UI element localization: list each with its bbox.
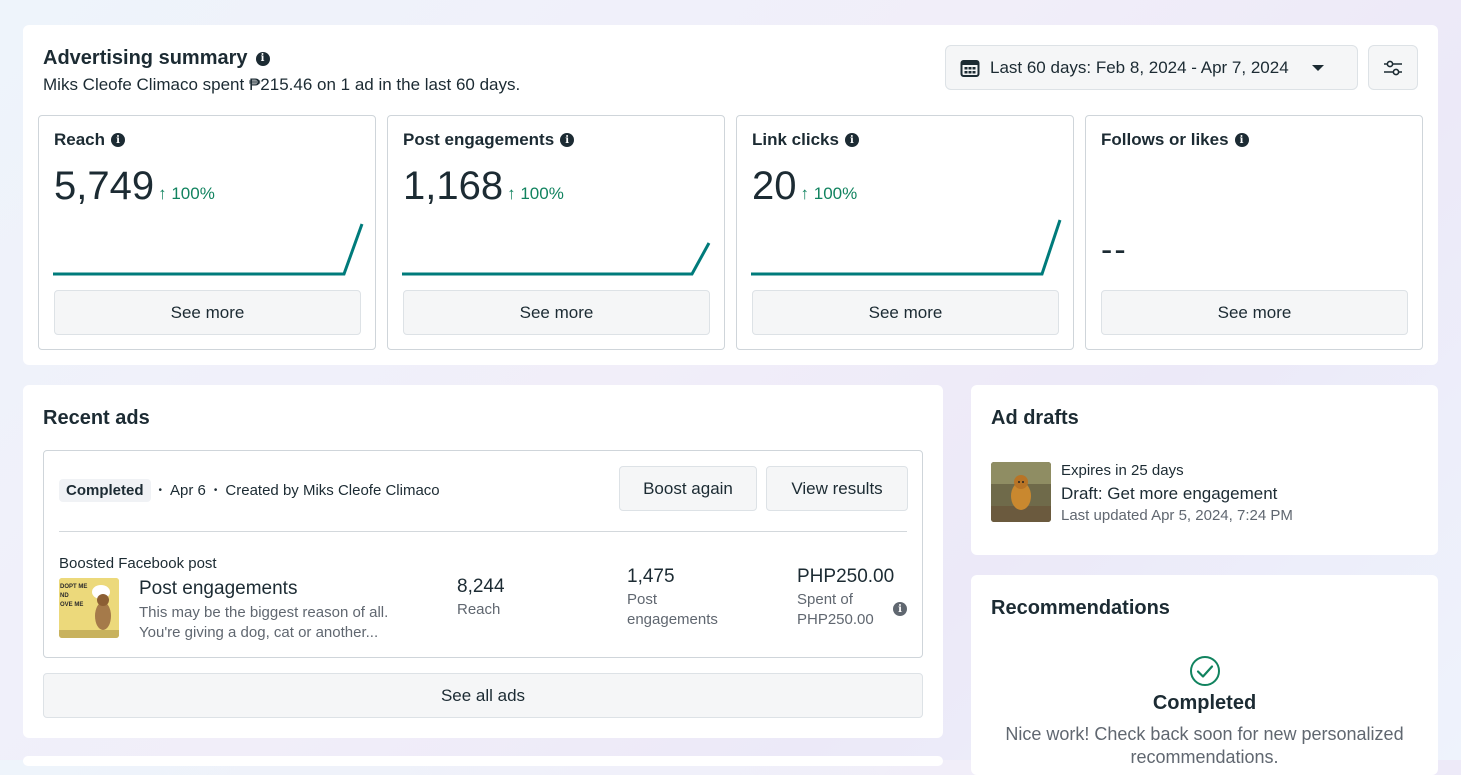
spent-label-line: Spent of [797, 591, 853, 608]
ad-drafts-title: Ad drafts [991, 407, 1079, 429]
recommendations-status: Completed [1152, 692, 1257, 714]
metric-title: Reach [54, 130, 106, 149]
calendar-icon [960, 59, 980, 77]
ad-description-line: This may be the biggest reason of all. [139, 604, 389, 621]
info-icon[interactable]: i [844, 133, 859, 147]
draft-thumbnail[interactable] [991, 462, 1051, 522]
metric-card-post-engagements: Post engagements i 1,168 ↑ 100% See more [387, 115, 725, 350]
dog-photo-image [991, 462, 1051, 522]
metric-delta: ↑ 100% [800, 184, 858, 203]
metric-title-row: Follows or likes i [1101, 130, 1249, 150]
engagements-stat-label: Post engagements [627, 590, 718, 630]
metric-card-link-clicks: Link clicks i 20 ↑ 100% See more [736, 115, 1074, 350]
reach-stat-value: 8,244 [457, 576, 505, 597]
info-icon[interactable]: i [111, 133, 126, 147]
post-engagements-sparkline [402, 242, 711, 276]
link-clicks-sparkline [751, 219, 1062, 276]
recommendations-message: Nice work! Check back soon for new perso… [1005, 724, 1404, 767]
draft-name[interactable]: Draft: Get more engagement [1061, 484, 1278, 503]
metric-card-reach: Reach i 5,749 ↑ 100% See more [38, 115, 376, 350]
status-badge: Completed [59, 479, 151, 502]
svg-text:OVE ME: OVE ME [60, 602, 83, 608]
caret-down-icon [1311, 64, 1324, 71]
separator-dot: • [213, 485, 218, 496]
ad-type-label: Boosted Facebook post [59, 555, 217, 572]
reach-stat-label: Reach [457, 601, 501, 618]
see-more-button[interactable]: See more [54, 290, 361, 335]
metric-value: -- [1101, 231, 1128, 269]
info-icon[interactable]: i [1234, 133, 1249, 147]
metric-title-row: Post engagements i [403, 130, 575, 150]
separator-dot: • [158, 485, 163, 496]
reach-sparkline [53, 223, 364, 276]
engagements-stat-value: 1,475 [627, 566, 675, 587]
metric-delta: ↑ 100% [158, 184, 215, 203]
see-more-button[interactable]: See more [1101, 290, 1408, 335]
summary-title: Advertising summary [43, 47, 248, 69]
metric-value: 5,749 [54, 164, 155, 208]
ad-drafts-card: Ad drafts Expires in 25 days Draft: Get … [971, 385, 1438, 555]
draft-expiry: Expires in 25 days [1061, 462, 1184, 479]
ad-date: Apr 6 [170, 482, 206, 499]
metric-delta-value: 100% [813, 184, 858, 203]
recent-ads-card: Recent ads Completed • Apr 6 • Created b… [23, 385, 943, 738]
metric-value-row: 1,168 ↑ 100% [403, 164, 564, 209]
metric-value-row: 20 ↑ 100% [752, 164, 857, 209]
ad-description-line: You're giving a dog, cat or another... [139, 624, 379, 641]
date-range-label: Last 60 days: Feb 8, 2024 - Apr 7, 2024 [990, 57, 1289, 77]
metric-title-row: Link clicks i [752, 130, 859, 150]
ad-thumbnail[interactable]: DOPT ME ND OVE ME [59, 578, 119, 638]
ad-description: This may be the biggest reason of all. Y… [139, 603, 399, 643]
metric-value: 20 [752, 164, 797, 208]
ad-creator: Created by Miks Cleofe Climaco [225, 482, 440, 499]
svg-text:DOPT ME: DOPT ME [60, 584, 87, 590]
sliders-icon [1384, 60, 1402, 75]
see-more-button[interactable]: See more [403, 290, 710, 335]
metric-title: Post engagements [403, 130, 555, 149]
metric-title-row: Reach i [54, 130, 126, 150]
svg-text:ND: ND [60, 593, 69, 599]
dog-illustration-image: DOPT ME ND OVE ME [59, 578, 119, 638]
advertising-summary-card: Advertising summary i Miks Cleofe Climac… [23, 25, 1438, 365]
spent-stat-value: PHP250.00 [797, 566, 895, 587]
ad-meta-row: Completed • Apr 6 • Created by Miks Cleo… [59, 479, 440, 502]
metric-title: Follows or likes [1101, 130, 1229, 149]
check-circle-icon [1190, 656, 1220, 686]
engagements-label-line: Post [627, 591, 658, 608]
metric-card-follows-or-likes: Follows or likes i -- See more [1085, 115, 1423, 350]
recent-ads-title: Recent ads [43, 407, 150, 429]
see-more-button[interactable]: See more [752, 290, 1059, 335]
next-section-card [23, 756, 943, 766]
spent-stat-label: Spent of PHP250.00 [797, 590, 874, 630]
info-icon[interactable]: i [560, 133, 575, 147]
info-icon[interactable]: i [893, 602, 907, 616]
see-all-ads-button[interactable]: See all ads [43, 673, 923, 718]
recommendations-card: Recommendations Completed Nice work! Che… [971, 575, 1438, 775]
recommendations-title: Recommendations [991, 597, 1170, 619]
summary-title-row: Advertising summary i [43, 47, 270, 70]
view-results-button[interactable]: View results [766, 466, 908, 511]
boost-again-button[interactable]: Boost again [619, 466, 757, 511]
metric-value: 1,168 [403, 164, 504, 208]
draft-last-updated: Last updated Apr 5, 2024, 7:24 PM [1061, 507, 1293, 524]
info-icon[interactable]: i [255, 51, 270, 66]
metric-delta: ↑ 100% [507, 184, 564, 203]
date-range-button[interactable]: Last 60 days: Feb 8, 2024 - Apr 7, 2024 [945, 45, 1358, 90]
divider [59, 531, 907, 532]
recent-ad-item: Completed • Apr 6 • Created by Miks Cleo… [43, 450, 923, 658]
metric-title: Link clicks [752, 130, 839, 149]
metric-delta-value: 100% [520, 184, 564, 203]
spent-label-line: PHP250.00 [797, 611, 874, 628]
metric-delta-value: 100% [171, 184, 215, 203]
filter-settings-button[interactable] [1368, 45, 1418, 90]
engagements-label-line: engagements [627, 611, 718, 628]
metric-value-row: 5,749 ↑ 100% [54, 164, 215, 209]
ad-name[interactable]: Post engagements [139, 578, 298, 599]
summary-subtitle: Miks Cleofe Climaco spent ₱215.46 on 1 a… [43, 75, 521, 94]
